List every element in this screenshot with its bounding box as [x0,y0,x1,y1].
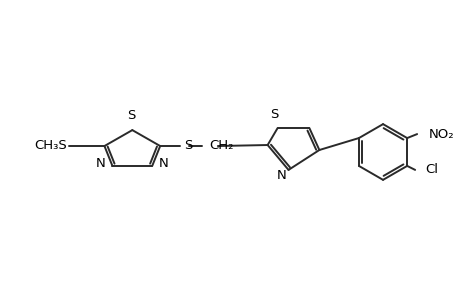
Text: NO₂: NO₂ [428,128,453,141]
Text: CH₃S: CH₃S [34,139,67,152]
Text: CH₂: CH₂ [208,139,233,152]
Text: Cl: Cl [424,164,437,176]
Text: S: S [270,108,278,121]
Text: N: N [95,158,105,170]
Text: N: N [276,169,286,182]
Text: S: S [184,139,192,152]
Text: S: S [127,109,135,122]
Text: N: N [159,158,168,170]
